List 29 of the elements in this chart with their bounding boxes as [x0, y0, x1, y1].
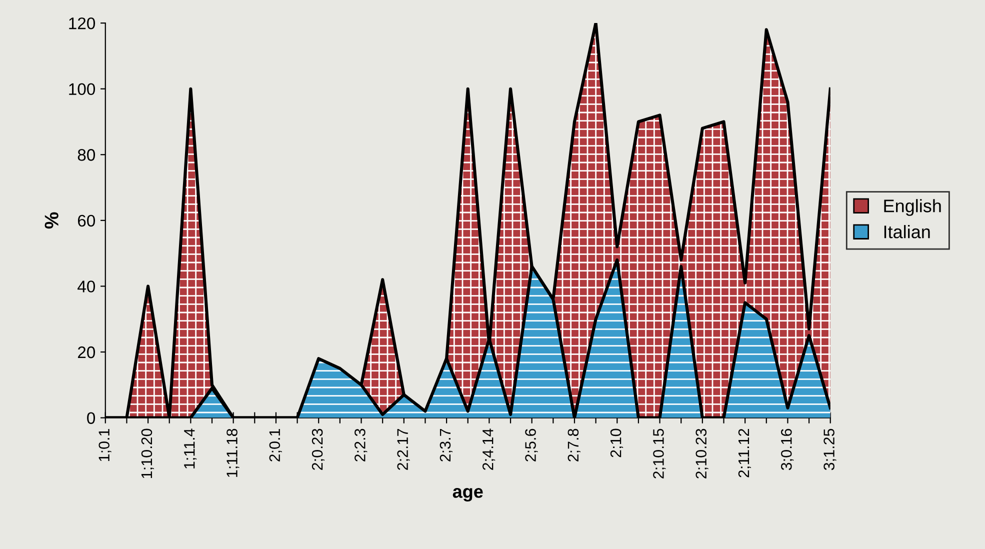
x-tick-label: 2;5.6: [525, 428, 538, 462]
y-tick-label: 40: [78, 280, 96, 292]
y-tick-label: 120: [69, 17, 96, 30]
x-axis-title: age: [452, 488, 483, 502]
x-tick-label: 2;0.1: [269, 428, 282, 462]
x-tick-label: 2;4.14: [482, 428, 496, 470]
x-tick-label: 3;1.25: [824, 428, 836, 470]
x-tick-label: 2;11.12: [738, 428, 751, 478]
legend-label: Italian: [884, 225, 930, 238]
y-tick-label: 80: [78, 149, 96, 161]
x-tick-label: 1;11.18: [226, 428, 240, 477]
x-tick-label: 2;0.23: [312, 428, 325, 470]
x-tick-label: 2;7.8: [568, 428, 580, 462]
x-tick-label: 1;10.20: [141, 428, 154, 478]
y-tick-label: 60: [78, 214, 96, 227]
y-tick-label: 100: [69, 83, 96, 96]
y-axis-title: %: [44, 212, 58, 229]
x-tick-label: 2;10: [610, 428, 624, 458]
x-tick-label: 2;2.17: [397, 428, 410, 470]
legend-label: English: [884, 199, 941, 216]
x-tick-label: 3;0.16: [780, 428, 794, 470]
x-tick-label: 2;10.15: [653, 428, 666, 478]
y-tick-label: 20: [78, 346, 96, 358]
x-tick-label: 2;10.23: [696, 428, 708, 478]
x-tick-label: 2;2.3: [354, 428, 368, 462]
x-tick-label: 1;11.4: [184, 428, 197, 468]
x-tick-label: 1;0.1: [98, 428, 112, 462]
x-tick-label: 2;3.7: [440, 428, 452, 462]
y-tick-label: 0: [87, 412, 96, 424]
